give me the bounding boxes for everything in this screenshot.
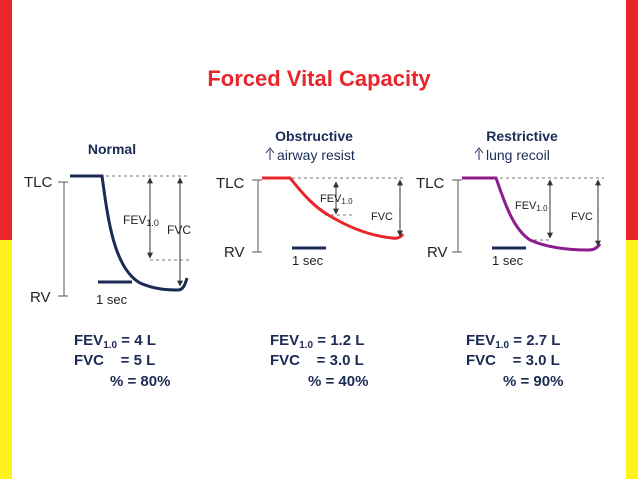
restrictive-rv-label: RV — [427, 244, 448, 261]
obstructive-pct-stat: % = 40% — [308, 373, 368, 390]
normal-heading: Normal — [88, 141, 136, 157]
obstructive-fvc-stat: FVC = 3.0 L — [270, 352, 364, 369]
restrictive-pct-stat: % = 90% — [503, 373, 563, 390]
restrictive-tlc-label: TLC — [416, 175, 445, 192]
obstructive-stats: FEV1.0 = 1.2 L FVC = 3.0 L % = 40% — [270, 332, 368, 390]
obstructive-rv-label: RV — [224, 244, 245, 261]
restrictive-fev-label: FEV1.0 — [515, 200, 548, 213]
slide-title: Forced Vital Capacity — [207, 66, 431, 91]
up-arrow-icon — [474, 147, 484, 160]
obstructive-heading: Obstructive — [275, 128, 353, 144]
obstructive-fev-label: FEV1.0 — [320, 193, 353, 206]
obstructive-tlc-label: TLC — [216, 175, 245, 192]
normal-fvc-label: FVC — [167, 223, 191, 237]
normal-stats: FEV1.0 = 4 L FVC = 5 L % = 80% — [74, 332, 170, 390]
normal-time-label: 1 sec — [96, 292, 128, 307]
restrictive-stats: FEV1.0 = 2.7 L FVC = 3.0 L % = 90% — [466, 332, 563, 390]
restrictive-fev-stat: FEV1.0 = 2.7 L — [466, 332, 560, 351]
normal-fvc-stat: FVC = 5 L — [74, 352, 155, 369]
restrictive-heading: Restrictive — [486, 128, 558, 144]
restrictive-subheading: lung recoil — [486, 147, 550, 163]
obstructive-fvc-label: FVC — [371, 211, 393, 223]
restrictive-volume-curve — [462, 176, 602, 252]
obstructive-subheading: airway resist — [277, 147, 355, 163]
restrictive-fvc-label: FVC — [571, 211, 593, 223]
restrictive-diagram: Restrictive lung recoil TLC RV FEV1.0 FV… — [416, 128, 604, 268]
normal-fev-stat: FEV1.0 = 4 L — [74, 332, 156, 351]
normal-diagram: Normal TLC RV FEV1.0 FVC 1 sec — [24, 141, 191, 307]
normal-rv-label: RV — [30, 289, 51, 306]
restrictive-time-label: 1 sec — [492, 253, 524, 268]
normal-tlc-label: TLC — [24, 174, 53, 191]
obstructive-diagram: Obstructive airway resist TLC RV FEV1.0 … — [216, 128, 405, 268]
up-arrow-icon — [265, 147, 275, 160]
obstructive-time-label: 1 sec — [292, 253, 324, 268]
normal-fev-label: FEV1.0 — [123, 213, 159, 228]
obstructive-fev-stat: FEV1.0 = 1.2 L — [270, 332, 364, 351]
restrictive-fvc-stat: FVC = 3.0 L — [466, 352, 560, 369]
obstructive-volume-curve — [262, 176, 405, 240]
normal-volume-curve — [70, 174, 189, 292]
normal-pct-stat: % = 80% — [110, 373, 170, 390]
